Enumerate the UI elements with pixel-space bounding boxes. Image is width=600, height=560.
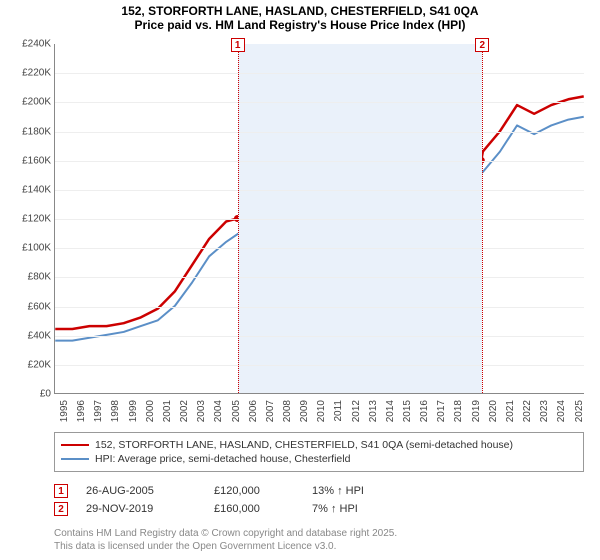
x-axis-label: 1995 xyxy=(59,400,70,422)
sales-table: 1 26-AUG-2005 £120,000 13% ↑ HPI 2 29-NOV-201… xyxy=(54,480,584,520)
x-axis-label: 2005 xyxy=(231,400,242,422)
x-axis-label: 2025 xyxy=(574,400,585,422)
x-axis-label: 2020 xyxy=(488,400,499,422)
legend-label: 152, STORFORTH LANE, HASLAND, CHESTERFIE… xyxy=(95,439,513,451)
y-axis-label: £60K xyxy=(7,301,51,312)
y-axis-label: £80K xyxy=(7,272,51,283)
marker-line-2 xyxy=(482,44,483,393)
sale-price: £160,000 xyxy=(214,503,294,515)
x-axis-label: 2012 xyxy=(351,400,362,422)
sale-marker: 2 xyxy=(54,502,68,516)
marker-box-2: 2 xyxy=(475,38,489,52)
x-axis-label: 2021 xyxy=(505,400,516,422)
x-axis-label: 2006 xyxy=(248,400,259,422)
sale-date: 26-AUG-2005 xyxy=(86,485,196,497)
gridline xyxy=(55,161,584,162)
y-axis-label: £20K xyxy=(7,359,51,370)
x-axis-label: 2014 xyxy=(385,400,396,422)
footer: Contains HM Land Registry data © Crown c… xyxy=(54,528,584,553)
gridline xyxy=(55,307,584,308)
chart-container: 152, STORFORTH LANE, HASLAND, CHESTERFIE… xyxy=(0,0,600,560)
footer-line-2: This data is licensed under the Open Gov… xyxy=(54,541,584,554)
marker-box-1: 1 xyxy=(231,38,245,52)
sale-row-1: 1 26-AUG-2005 £120,000 13% ↑ HPI xyxy=(54,484,584,498)
x-axis-label: 2009 xyxy=(299,400,310,422)
x-axis-label: 2010 xyxy=(316,400,327,422)
y-axis-label: £0 xyxy=(7,389,51,400)
gridline xyxy=(55,219,584,220)
x-axis-label: 2022 xyxy=(522,400,533,422)
legend-row-0: 152, STORFORTH LANE, HASLAND, CHESTERFIE… xyxy=(61,439,577,451)
y-axis-label: £220K xyxy=(7,68,51,79)
title-block: 152, STORFORTH LANE, HASLAND, CHESTERFIE… xyxy=(0,0,600,34)
chart-area: £0£20K£40K£60K£80K£100K£120K£140K£160K£1… xyxy=(54,44,584,394)
y-axis-label: £240K xyxy=(7,39,51,50)
y-axis-label: £120K xyxy=(7,214,51,225)
gridline xyxy=(55,277,584,278)
sale-date: 29-NOV-2019 xyxy=(86,503,196,515)
title-line-2: Price paid vs. HM Land Registry's House … xyxy=(0,18,600,32)
x-axis-label: 2017 xyxy=(436,400,447,422)
legend-swatch xyxy=(61,444,89,446)
legend-row-1: HPI: Average price, semi-detached house,… xyxy=(61,453,577,465)
x-axis-label: 2015 xyxy=(402,400,413,422)
x-axis-label: 2004 xyxy=(213,400,224,422)
x-axis-label: 1998 xyxy=(110,400,121,422)
sale-marker: 1 xyxy=(54,484,68,498)
x-axis-label: 2011 xyxy=(333,400,344,422)
legend: 152, STORFORTH LANE, HASLAND, CHESTERFIE… xyxy=(54,432,584,472)
x-axis-label: 2018 xyxy=(453,400,464,422)
gridline xyxy=(55,73,584,74)
gridline xyxy=(55,132,584,133)
x-axis-label: 2003 xyxy=(196,400,207,422)
sale-delta: 13% ↑ HPI xyxy=(312,485,364,497)
y-axis-label: £140K xyxy=(7,184,51,195)
y-axis-label: £200K xyxy=(7,97,51,108)
x-axis-label: 2008 xyxy=(282,400,293,422)
x-axis-label: 2023 xyxy=(539,400,550,422)
legend-label: HPI: Average price, semi-detached house,… xyxy=(95,453,350,465)
x-axis-label: 2002 xyxy=(179,400,190,422)
sale-price: £120,000 xyxy=(214,485,294,497)
sale-delta: 7% ↑ HPI xyxy=(312,503,358,515)
x-axis-label: 2024 xyxy=(556,400,567,422)
sale-row-2: 2 29-NOV-2019 £160,000 7% ↑ HPI xyxy=(54,502,584,516)
y-axis-label: £100K xyxy=(7,243,51,254)
gridline xyxy=(55,365,584,366)
title-line-1: 152, STORFORTH LANE, HASLAND, CHESTERFIE… xyxy=(0,4,600,18)
x-axis-label: 1997 xyxy=(93,400,104,422)
x-axis-label: 2016 xyxy=(419,400,430,422)
x-axis-label: 2001 xyxy=(162,400,173,422)
y-axis-label: £40K xyxy=(7,330,51,341)
gridline xyxy=(55,336,584,337)
x-axis-label: 2019 xyxy=(471,400,482,422)
y-axis-label: £180K xyxy=(7,126,51,137)
gridline xyxy=(55,248,584,249)
legend-swatch xyxy=(61,458,89,460)
gridline xyxy=(55,102,584,103)
x-axis-label: 2007 xyxy=(265,400,276,422)
x-axis-label: 2013 xyxy=(368,400,379,422)
x-axis-label: 1996 xyxy=(76,400,87,422)
gridline xyxy=(55,190,584,191)
y-axis-label: £160K xyxy=(7,155,51,166)
marker-line-1 xyxy=(238,44,239,393)
footer-line-1: Contains HM Land Registry data © Crown c… xyxy=(54,528,584,541)
x-axis-label: 2000 xyxy=(145,400,156,422)
x-axis-label: 1999 xyxy=(128,400,139,422)
